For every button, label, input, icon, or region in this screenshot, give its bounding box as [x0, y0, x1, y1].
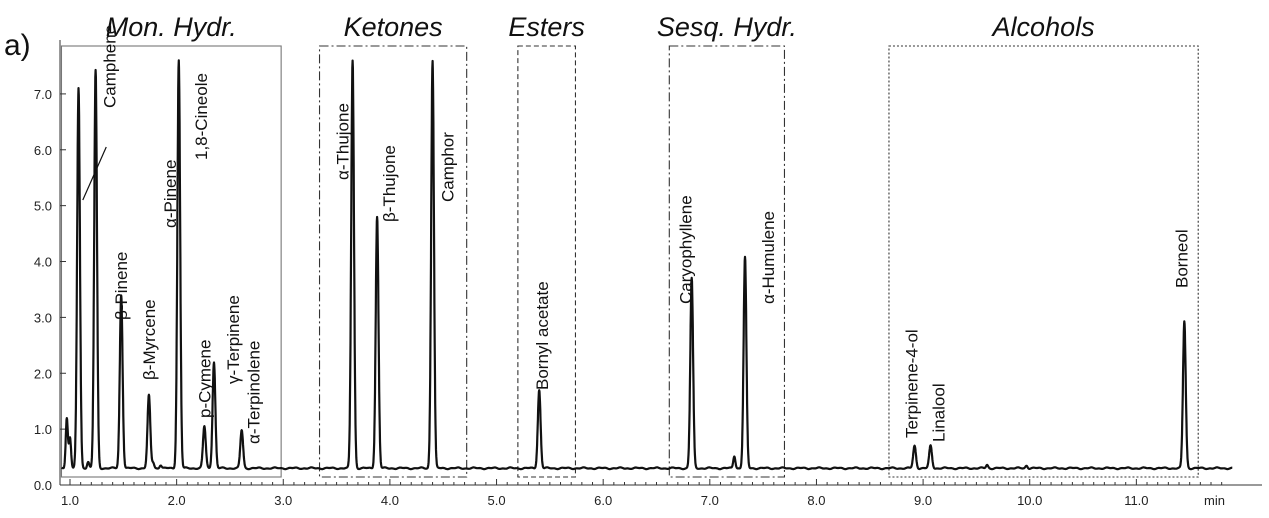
x-tick-label: 1.0 [61, 493, 79, 508]
group-title: Ketones [344, 12, 443, 42]
y-tick-label: 2.0 [34, 366, 52, 381]
peak-label: Caryophyllene [677, 195, 696, 304]
group-title: Esters [508, 12, 585, 42]
peak-label: Camphor [439, 132, 458, 202]
group-title: Mon. Hydr. [106, 12, 237, 42]
y-tick-label: 3.0 [34, 310, 52, 325]
x-tick-label: 5.0 [488, 493, 506, 508]
x-tick-label: 3.0 [274, 493, 292, 508]
x-tick-label: 6.0 [594, 493, 612, 508]
panel-label: a) [4, 29, 31, 62]
y-tick-label: 5.0 [34, 199, 52, 214]
group-boxes: Mon. Hydr. Ketones Esters Sesq. Hydr. Alcoho… [60, 12, 1199, 478]
group-box [517, 45, 577, 478]
peak-label: α-Pinene [161, 160, 180, 228]
y-tick-label: 7.0 [34, 87, 52, 102]
x-tick-label: 11.0 [1124, 493, 1148, 508]
y-tick-label: 0.0 [34, 478, 52, 493]
peak-label: Bornyl acetate [533, 281, 552, 390]
chromatogram-trace [60, 59, 1234, 471]
y-tick-label: 6.0 [34, 143, 52, 158]
group-box [318, 45, 468, 478]
x-unit-label: min [1204, 493, 1225, 508]
peak-label: Terpinene-4-ol [903, 329, 922, 438]
group-title: Alcohols [991, 12, 1095, 42]
x-tick-label: 7.0 [701, 493, 719, 508]
peak-label: α-Terpinolene [245, 341, 264, 444]
peak-label: β-Thujone [380, 145, 399, 222]
peak-label: p-Cymene [195, 340, 214, 418]
x-tick-label: 9.0 [914, 493, 932, 508]
group-box [668, 45, 786, 478]
peak-label: β-Myrcene [140, 299, 159, 380]
peak-label: Linalool [930, 383, 949, 442]
camphene-leader-line [82, 146, 107, 201]
group-title: Sesq. Hydr. [657, 12, 797, 42]
x-tick-label: 8.0 [807, 493, 825, 508]
peak-label: β-Pinene [112, 252, 131, 320]
peak-label: α-Thujone [334, 103, 353, 180]
peak-label: Camphene [101, 25, 120, 108]
peak-label: 1,8-Cineole [192, 73, 211, 160]
group-box [888, 45, 1199, 478]
x-tick-label: 2.0 [168, 493, 186, 508]
peak-label: Borneol [1172, 229, 1191, 288]
y-tick-label: 1.0 [34, 422, 52, 437]
x-ticks: 1.0 2.0 3.0 4.0 5.0 6.0 7.0 8.0 9.0 10.0 11.0 [61, 479, 1223, 508]
x-tick-label: 4.0 [381, 493, 399, 508]
peak-label: γ-Terpinene [224, 295, 243, 384]
x-tick-label: 10.0 [1017, 493, 1042, 508]
axes [59, 40, 1262, 486]
peak-label: α-Humulene [759, 211, 778, 304]
y-ticks: 0.0 1.0 2.0 3.0 4.0 5.0 6.0 7.0 [34, 87, 66, 493]
y-tick-label: 4.0 [34, 255, 52, 270]
peak-labels: α-Pinene Camphene β-Pinene β-Myrcene 1,8-Cin… [101, 25, 1192, 444]
